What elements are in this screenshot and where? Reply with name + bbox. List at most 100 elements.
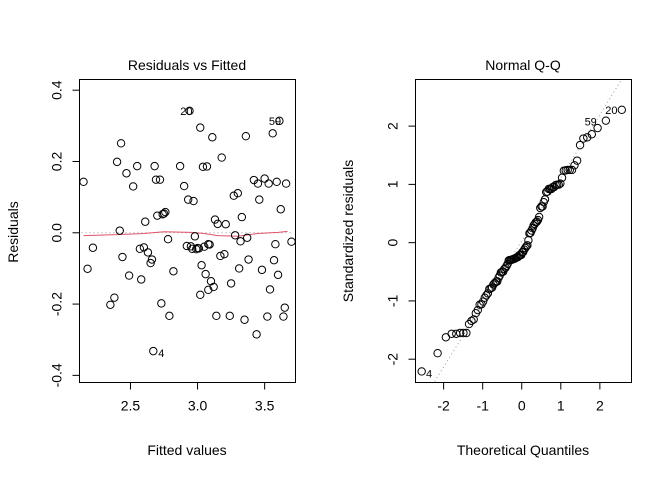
- y-tick-label: 0.0: [49, 223, 65, 243]
- qq-point: [462, 328, 471, 338]
- residual-point: [253, 179, 263, 188]
- qq-point: [563, 165, 572, 175]
- residual-point: [158, 210, 167, 219]
- residual-point: [83, 264, 92, 273]
- residual-point: [118, 252, 127, 262]
- residual-point: [196, 123, 205, 132]
- residual-point: [116, 139, 126, 148]
- x-tick-label: 1: [557, 398, 565, 414]
- residual-point: [150, 161, 159, 171]
- smoother-line: [83, 230, 288, 237]
- residual-point: [79, 177, 88, 187]
- residual-point: [213, 219, 222, 229]
- residual-point: [149, 346, 158, 356]
- residual-point: [263, 312, 272, 321]
- residual-point: [225, 311, 234, 321]
- qq-point: [522, 242, 531, 251]
- qq-point: [483, 289, 493, 298]
- residual-point: [257, 265, 267, 275]
- residual-point: [196, 290, 205, 300]
- point-label: 20: [605, 105, 617, 117]
- point-label: 4: [426, 368, 432, 380]
- residual-point: [161, 207, 170, 217]
- plot-title: Normal Q-Q: [485, 57, 561, 73]
- residual-point: [275, 116, 284, 126]
- residual-point: [287, 237, 296, 246]
- residual-point: [206, 277, 216, 286]
- normal-qq-panel: Normal Q-Q -2 -1 0 1 2 -2 -1 0 1 2 Theoretical Q…: [340, 57, 632, 458]
- residual-point: [137, 275, 146, 284]
- residual-point: [208, 133, 217, 142]
- y-tick-label: 0: [385, 239, 401, 247]
- qq-point: [567, 165, 577, 175]
- residual-point: [165, 311, 174, 321]
- x-axis-label: Fitted values: [147, 442, 226, 458]
- residual-point: [209, 282, 218, 292]
- residual-point: [187, 244, 197, 254]
- qq-point: [601, 116, 611, 125]
- y-tick-label: 0.4: [49, 80, 65, 100]
- x-tick-label: -2: [437, 398, 450, 414]
- y-tick-label: 0.2: [49, 152, 65, 172]
- qq-point: [540, 195, 550, 204]
- residual-point: [226, 279, 236, 288]
- residual-point: [276, 205, 285, 214]
- residual-point: [264, 179, 273, 188]
- qq-point: [447, 329, 456, 338]
- residual-point: [143, 248, 153, 257]
- residual-point: [135, 244, 145, 254]
- qq-point: [467, 316, 476, 326]
- residual-point: [279, 312, 288, 321]
- y-axis-label: Standardized residuals: [340, 160, 356, 302]
- residual-point: [189, 196, 198, 206]
- residual-point: [201, 269, 210, 279]
- residual-point: [197, 261, 206, 270]
- residual-point: [128, 182, 138, 191]
- residuals-vs-fitted-panel: Residuals vs Fitted 2.5 3.0 3.5 -0.4 -0.2 0.…: [5, 57, 296, 458]
- residual-point: [179, 181, 189, 191]
- qq-point: [593, 123, 602, 133]
- residual-point: [205, 240, 214, 249]
- x-tick-label: -1: [476, 398, 489, 414]
- qq-point: [617, 105, 627, 115]
- residual-point: [237, 212, 247, 222]
- residual-point: [122, 169, 131, 178]
- qq-point: [523, 241, 532, 250]
- residual-point: [110, 293, 119, 302]
- residual-point: [217, 153, 226, 162]
- residual-point: [240, 315, 249, 324]
- y-tick-label: -2: [385, 353, 401, 366]
- residual-point: [106, 300, 115, 309]
- x-tick-label: 3.5: [255, 398, 275, 414]
- residual-point: [220, 249, 229, 259]
- residual-point: [234, 264, 244, 273]
- residual-point: [230, 231, 240, 240]
- qq-point: [493, 277, 502, 286]
- residual-point: [157, 299, 166, 308]
- qq-point: [570, 161, 579, 170]
- residual-point: [210, 215, 220, 224]
- residual-point: [198, 162, 208, 172]
- residual-point: [271, 239, 280, 249]
- x-tick-label: 2: [596, 398, 604, 414]
- residual-point: [132, 161, 142, 171]
- residual-point: [273, 270, 283, 280]
- y-tick-label: 2: [385, 122, 401, 130]
- residual-point: [185, 106, 194, 116]
- residual-point: [194, 244, 204, 253]
- qq-point: [480, 293, 489, 302]
- residual-point: [169, 267, 178, 276]
- residual-point: [221, 220, 230, 229]
- residual-point: [243, 233, 252, 242]
- residual-point: [202, 162, 212, 171]
- y-axis-label: Residuals: [5, 201, 21, 262]
- qq-point: [554, 180, 563, 189]
- residual-point: [269, 256, 279, 265]
- qq-point: [473, 305, 482, 315]
- qq-point: [521, 243, 530, 253]
- plot-title: Residuals vs Fitted: [128, 57, 246, 73]
- qq-point: [459, 328, 468, 338]
- y-tick-label: -0.2: [49, 292, 65, 316]
- y-tick-label: -1: [385, 294, 401, 307]
